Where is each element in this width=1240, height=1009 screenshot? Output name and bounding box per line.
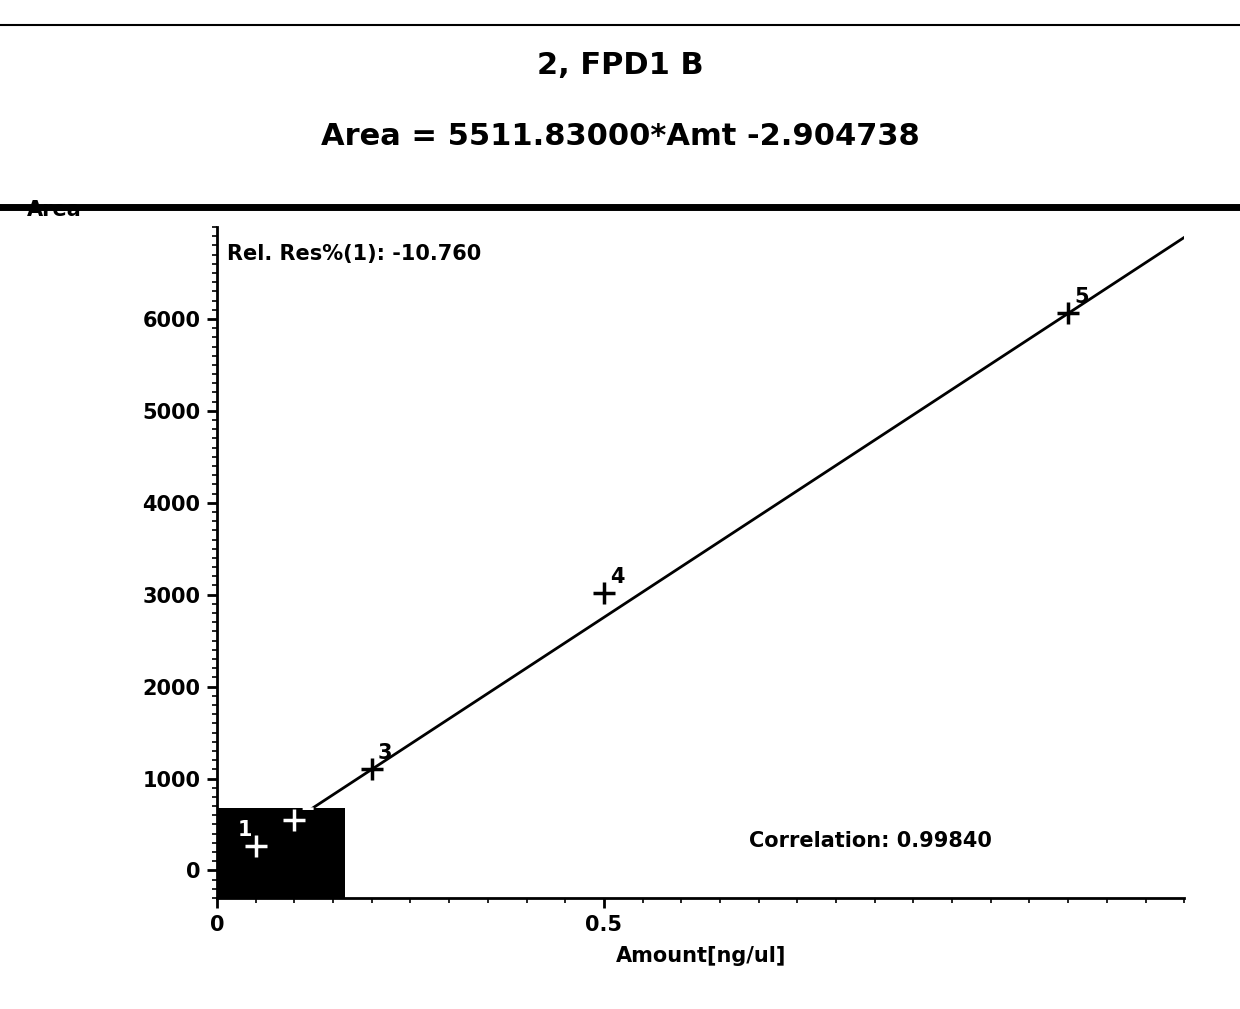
Text: Area: Area (27, 201, 82, 220)
Text: 5: 5 (1074, 288, 1089, 308)
Text: Rel. Res%(1): -10.760: Rel. Res%(1): -10.760 (227, 244, 481, 263)
X-axis label: Amount[ng/ul]: Amount[ng/ul] (615, 945, 786, 966)
Text: Area = 5511.83000*Amt -2.904738: Area = 5511.83000*Amt -2.904738 (321, 122, 919, 150)
Text: 2, FPD1 B: 2, FPD1 B (537, 51, 703, 80)
Text: 4: 4 (610, 567, 625, 587)
Text: Correlation: 0.99840: Correlation: 0.99840 (749, 831, 992, 851)
Text: 1: 1 (237, 819, 252, 839)
Bar (217, 808, 345, 898)
Text: 2: 2 (300, 794, 315, 814)
Text: 3: 3 (378, 744, 392, 763)
